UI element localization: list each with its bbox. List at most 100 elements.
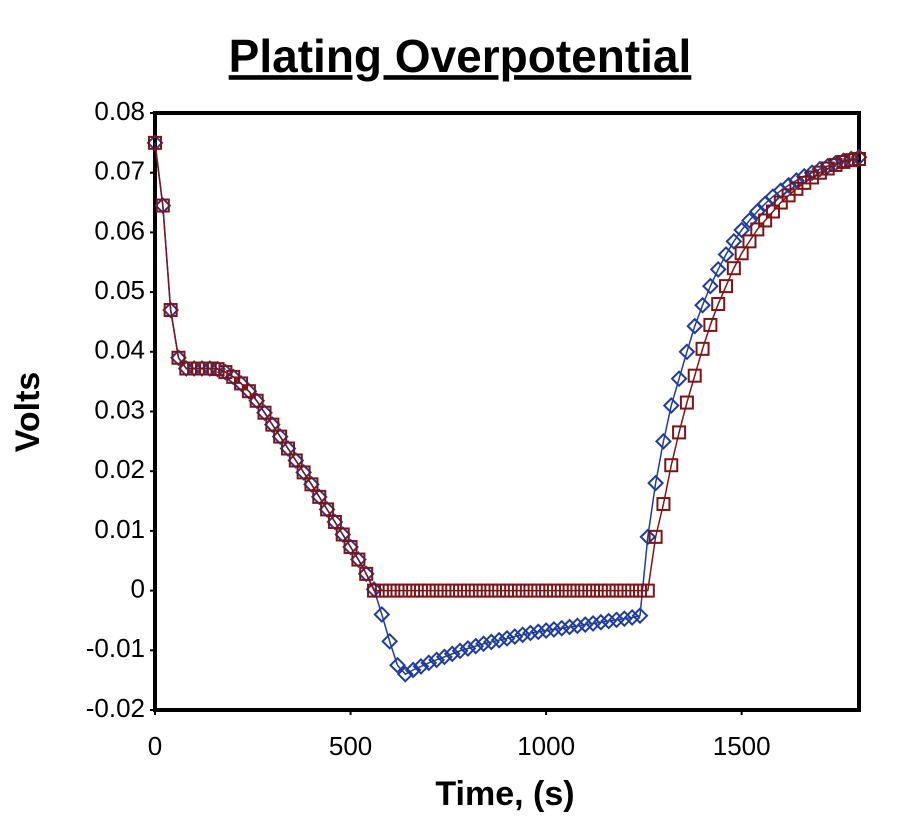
marker [812, 165, 827, 180]
marker [828, 157, 843, 172]
marker [484, 583, 499, 598]
marker [234, 376, 249, 391]
marker [670, 370, 688, 388]
marker [327, 514, 342, 529]
marker [748, 203, 766, 220]
marker [719, 279, 734, 294]
marker [351, 552, 366, 567]
y-tick-label: 0.08 [94, 96, 145, 126]
marker [249, 393, 264, 408]
marker [726, 261, 741, 276]
marker [655, 432, 672, 450]
marker [445, 583, 460, 598]
marker [701, 277, 719, 295]
marker [475, 635, 492, 653]
marker [678, 343, 696, 361]
marker [733, 221, 751, 239]
x-tick-label: 1000 [517, 731, 575, 761]
marker [194, 361, 209, 376]
marker [396, 665, 414, 683]
marker [420, 654, 438, 672]
marker [421, 583, 436, 598]
marker [734, 246, 749, 261]
marker [468, 583, 483, 598]
marker [148, 135, 162, 150]
marker [632, 583, 647, 598]
marker [257, 405, 272, 420]
marker [578, 583, 593, 598]
marker [819, 157, 837, 175]
y-tick-label: 0.02 [94, 454, 145, 484]
marker [609, 583, 624, 598]
marker [545, 620, 563, 638]
marker [490, 631, 508, 649]
marker [515, 583, 530, 598]
marker [741, 212, 758, 229]
chart-title: Plating Overpotential [229, 30, 692, 82]
marker [320, 502, 335, 517]
marker [443, 645, 461, 663]
marker [570, 583, 585, 598]
marker [773, 195, 788, 210]
marker [617, 583, 632, 598]
marker [695, 341, 710, 356]
marker [546, 583, 561, 598]
marker [241, 384, 256, 399]
marker [453, 583, 468, 598]
marker [711, 297, 726, 312]
marker [482, 633, 500, 651]
marker [459, 640, 477, 657]
marker [725, 232, 743, 250]
marker [537, 622, 555, 640]
marker [218, 365, 233, 380]
marker [367, 583, 382, 598]
marker [428, 651, 446, 669]
marker [476, 583, 491, 598]
marker [625, 583, 640, 598]
marker [647, 474, 665, 492]
marker [436, 648, 453, 666]
marker [561, 618, 578, 636]
marker [576, 616, 594, 634]
marker [523, 583, 538, 598]
x-tick-label: 500 [329, 731, 372, 761]
marker [273, 429, 288, 444]
marker [179, 361, 194, 376]
marker [343, 540, 358, 555]
marker [539, 583, 554, 598]
marker [656, 497, 671, 512]
marker [640, 583, 655, 598]
marker [404, 661, 422, 679]
marker [304, 477, 319, 492]
marker [318, 500, 336, 518]
marker [451, 642, 469, 660]
marker [171, 350, 186, 365]
series-line [154, 142, 860, 592]
x-tick-label: 1500 [713, 731, 771, 761]
marker [210, 362, 225, 377]
marker [522, 624, 539, 642]
y-tick-label: 0 [131, 573, 145, 603]
y-tick-label: 0.04 [94, 335, 145, 365]
marker [406, 583, 421, 598]
marker [600, 612, 618, 630]
marker [803, 164, 821, 182]
marker [717, 246, 735, 263]
y-tick-label: 0.05 [94, 275, 145, 305]
x-tick-label: 0 [148, 731, 162, 761]
marker [686, 317, 704, 335]
marker [592, 613, 610, 631]
x-axis-label: Time, (s) [435, 775, 574, 813]
marker [765, 204, 780, 219]
marker [460, 583, 475, 598]
marker [836, 154, 851, 169]
marker [672, 425, 687, 440]
y-tick-label: -0.02 [86, 693, 145, 723]
marker [601, 583, 616, 598]
marker [389, 656, 406, 674]
marker [805, 170, 820, 185]
marker [553, 619, 571, 637]
marker [844, 153, 859, 168]
marker [312, 489, 327, 504]
